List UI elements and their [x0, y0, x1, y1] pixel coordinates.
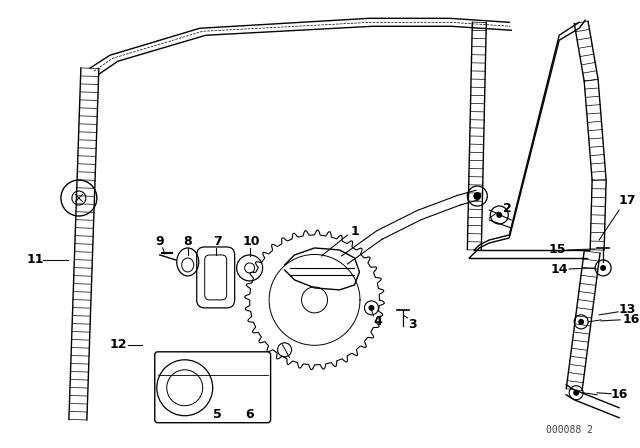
Circle shape	[600, 265, 606, 271]
Text: 1: 1	[350, 225, 359, 238]
Text: 9: 9	[156, 236, 164, 249]
Text: 4: 4	[373, 315, 382, 328]
Text: 17: 17	[618, 194, 636, 207]
Text: 7: 7	[213, 236, 222, 249]
Text: 11: 11	[26, 254, 44, 267]
Text: 5: 5	[213, 408, 222, 421]
Text: 16: 16	[611, 388, 628, 401]
Circle shape	[496, 212, 502, 218]
Text: 6: 6	[245, 408, 254, 421]
Text: 14: 14	[550, 263, 568, 276]
Text: 10: 10	[243, 236, 260, 249]
Text: 13: 13	[618, 303, 636, 316]
Text: 8: 8	[184, 236, 192, 249]
Circle shape	[474, 192, 481, 200]
Text: 15: 15	[548, 243, 566, 256]
Text: 12: 12	[109, 338, 127, 351]
Text: 3: 3	[408, 319, 417, 332]
Text: 16: 16	[622, 313, 640, 326]
Circle shape	[573, 390, 579, 396]
Text: 2: 2	[503, 202, 511, 215]
Text: 000088 2: 000088 2	[546, 425, 593, 435]
Circle shape	[578, 319, 584, 325]
Circle shape	[369, 305, 374, 311]
